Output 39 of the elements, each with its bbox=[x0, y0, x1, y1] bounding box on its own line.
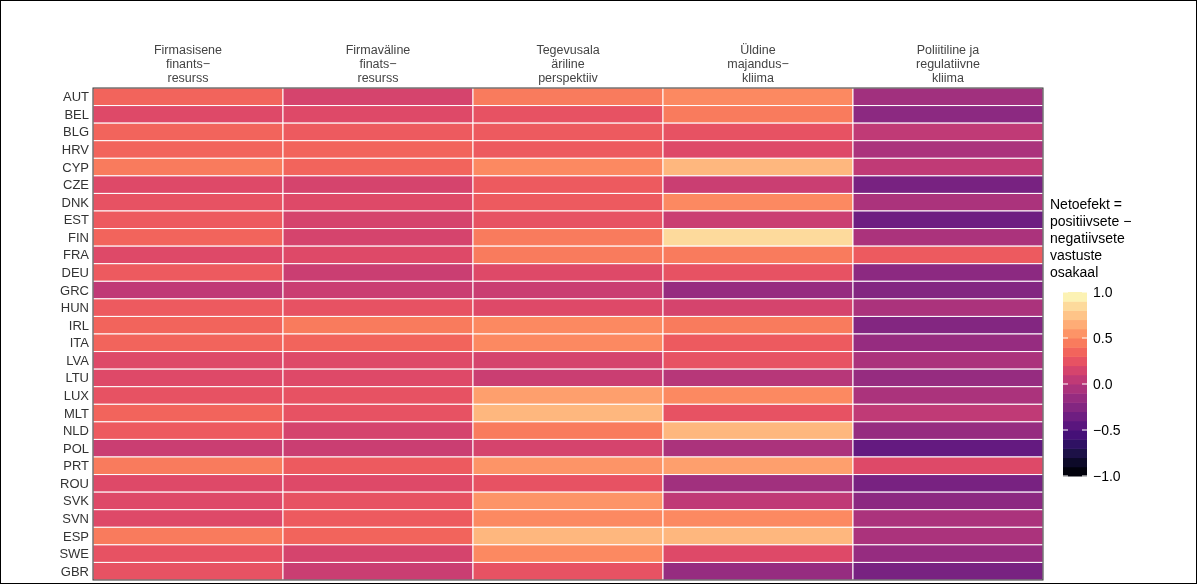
y-tick-label: GBR bbox=[60, 563, 89, 579]
y-tick-label: LTU bbox=[65, 370, 89, 386]
y-tick-label: GRC bbox=[60, 282, 89, 298]
y-tick-label: BEL bbox=[64, 106, 89, 122]
y-tick-label: ESP bbox=[62, 528, 89, 544]
y-tick-label: FRA bbox=[63, 247, 90, 263]
y-tick-label: FIN bbox=[68, 229, 89, 245]
y-tick-label: LVA bbox=[66, 352, 90, 368]
y-tick-label: ITA bbox=[69, 335, 90, 351]
color-bar-label: −1.0 bbox=[1093, 467, 1121, 484]
y-tick-label: LUX bbox=[63, 388, 90, 404]
y-tick-label: DEU bbox=[61, 265, 89, 281]
color-bar-label: 1.0 bbox=[1093, 283, 1113, 300]
y-tick-label: HRV bbox=[61, 142, 90, 158]
y-tick-label: CYP bbox=[62, 159, 89, 175]
x-tick-label: Firmasisene finants− resurss bbox=[153, 43, 223, 85]
y-tick-label: DNK bbox=[61, 194, 90, 210]
y-tick-label: MLT bbox=[63, 405, 90, 421]
color-bar-label: −0.5 bbox=[1093, 421, 1121, 438]
x-tick-label: Üldine majandus− kliima bbox=[727, 43, 789, 85]
y-tick-label: SWE bbox=[59, 546, 90, 562]
y-tick-label: HUN bbox=[60, 300, 89, 316]
y-tick-label: POL bbox=[62, 440, 89, 456]
x-tick-label: Tegevusala äriline perspektiiv bbox=[536, 43, 600, 85]
y-tick-label: BLG bbox=[62, 124, 89, 140]
y-tick-label: ROU bbox=[60, 475, 89, 491]
y-tick-label: AUT bbox=[63, 89, 90, 105]
color-bar-label: 0.0 bbox=[1093, 375, 1113, 392]
x-tick-label: Firmaväline finats− resurss bbox=[345, 43, 411, 85]
y-tick-label: EST bbox=[63, 212, 90, 228]
y-tick-label: NLD bbox=[62, 423, 89, 439]
y-tick-label: SVK bbox=[62, 493, 90, 509]
y-tick-label: IRL bbox=[68, 317, 89, 333]
y-tick-label: CZE bbox=[63, 177, 90, 193]
color-bar-label: 0.5 bbox=[1093, 329, 1113, 346]
y-tick-label: PRT bbox=[63, 458, 90, 474]
x-tick-label: Poliitiline ja regulatiivne kliima bbox=[916, 43, 981, 85]
color-bar-title: Netoefekt = positiivsete − negatiivsete vastuste osakaal bbox=[1050, 196, 1132, 280]
y-tick-label: SVN bbox=[62, 511, 89, 527]
